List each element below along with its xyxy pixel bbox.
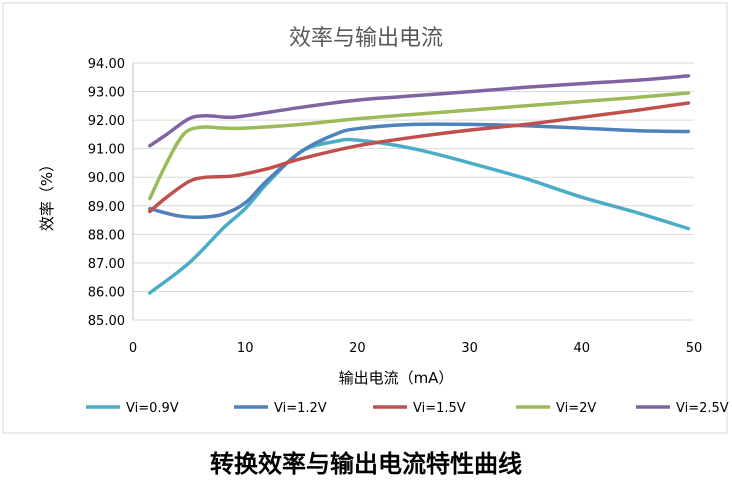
legend-label-5: Vi=2.5V (676, 401, 729, 416)
chart-svg: 效率与输出电流 85.00 86.00 87.00 88.00 89.00 90.00 91… (2, 2, 729, 434)
grid-layer (133, 62, 694, 321)
legend-label-4: Vi=2V (556, 401, 596, 416)
series-line-1 (148, 137, 691, 295)
x-tick-label: 0 (129, 341, 137, 356)
y-axis-label: 效率（%） (38, 157, 56, 231)
legend-label-3: Vi=1.5V (413, 401, 466, 416)
y-tick-label: 91.00 (88, 143, 125, 158)
legend: Vi=0.9V Vi=1.2V Vi=1.5V Vi=2V Vi=2.5V (86, 401, 729, 416)
series-layer (148, 74, 691, 295)
series-line-4 (148, 91, 691, 201)
chart-border (2, 2, 728, 434)
x-tick-label: 20 (349, 341, 366, 356)
figure-caption: 转换效率与输出电流特性曲线 (210, 450, 522, 478)
axis-layer: 85.00 86.00 87.00 88.00 89.00 90.00 91.00 92.00… (88, 57, 702, 356)
chart-frame: 效率与输出电流 85.00 86.00 87.00 88.00 89.00 90.00 91… (2, 2, 729, 478)
y-tick-label: 94.00 (88, 57, 125, 72)
series-line-2 (148, 122, 691, 220)
x-tick-label: 40 (574, 341, 591, 356)
y-tick-label: 87.00 (88, 257, 125, 272)
y-tick-label: 89.00 (88, 200, 125, 215)
y-tick-label: 93.00 (88, 86, 125, 101)
y-tick-label: 86.00 (88, 285, 125, 300)
legend-label-2: Vi=1.2V (274, 401, 327, 416)
legend-label-1: Vi=0.9V (126, 401, 179, 416)
x-tick-label: 50 (686, 341, 703, 356)
chart-title: 效率与输出电流 (289, 26, 443, 51)
y-tick-label: 85.00 (88, 314, 125, 329)
series-line-5 (148, 74, 691, 148)
x-tick-label: 10 (237, 341, 254, 356)
y-tick-label: 90.00 (88, 171, 125, 186)
series-line-3 (148, 101, 691, 214)
y-tick-label: 92.00 (88, 114, 125, 129)
x-tick-label: 30 (461, 341, 478, 356)
x-axis-label: 输出电流（mA） (339, 369, 454, 387)
y-tick-label: 88.00 (88, 228, 125, 243)
